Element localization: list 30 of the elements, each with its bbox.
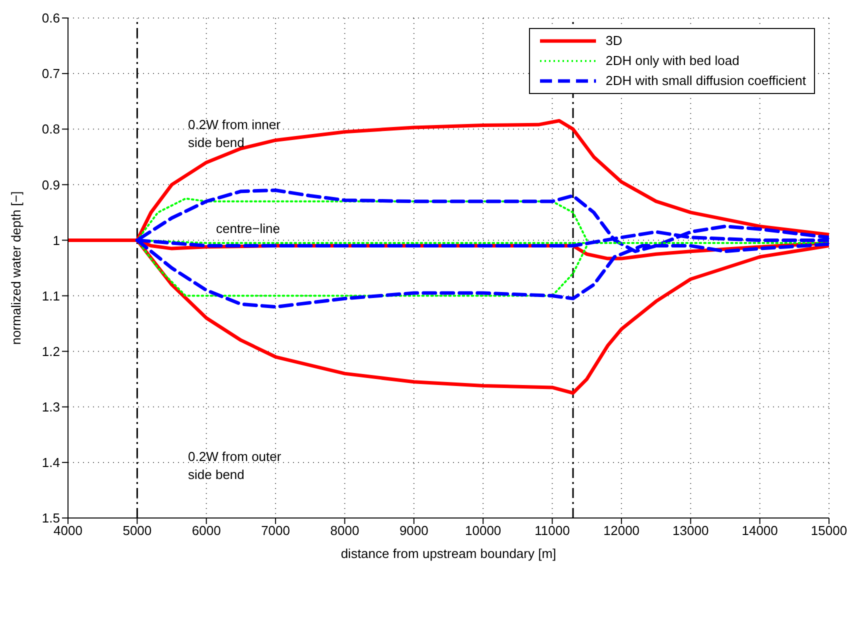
x-tick-label: 8000	[330, 523, 360, 538]
y-tick-label: 1.2	[42, 344, 60, 359]
legend-label: 3D	[606, 32, 622, 50]
x-axis-title: distance from upstream boundary [m]	[340, 546, 556, 561]
y-tick-label: 1	[52, 232, 60, 248]
x-tick-label: 15000	[810, 523, 848, 538]
x-tick-label: 12000	[603, 523, 640, 538]
y-tick-label: 1.3	[42, 400, 60, 415]
annotation: centre−line	[216, 220, 281, 238]
x-tick-label: 4000	[54, 523, 82, 538]
x-tick-label: 11000	[534, 523, 570, 538]
y-tick-label: 1.1	[42, 288, 60, 304]
x-tick-label: 13000	[672, 523, 709, 538]
annotation: 0.2W from outer side bend	[188, 448, 282, 484]
y-tick-label: 0.9	[42, 177, 60, 192]
y-tick-label: 0.8	[42, 122, 60, 137]
x-tick-label: 14000	[742, 523, 778, 538]
y-tick-label: 1.5	[42, 510, 60, 526]
x-tick-label: 10000	[465, 523, 502, 538]
y-tick-label: 1.4	[42, 455, 60, 470]
legend-label: 2DH with small diffusion coefficient	[606, 72, 806, 90]
annotation: 0.2W from inner side bend	[188, 116, 282, 152]
x-tick-label: 6000	[192, 523, 221, 538]
x-tick-label: 5000	[122, 523, 152, 538]
y-axis-title: normalized water depth [−]	[8, 191, 24, 345]
x-tick-label: 9000	[399, 523, 428, 538]
y-tick-label: 0.6	[42, 10, 60, 26]
x-tick-label: 7000	[261, 523, 290, 538]
y-tick-label: 0.7	[42, 66, 60, 82]
legend-label: 2DH only with bed load	[606, 52, 740, 70]
